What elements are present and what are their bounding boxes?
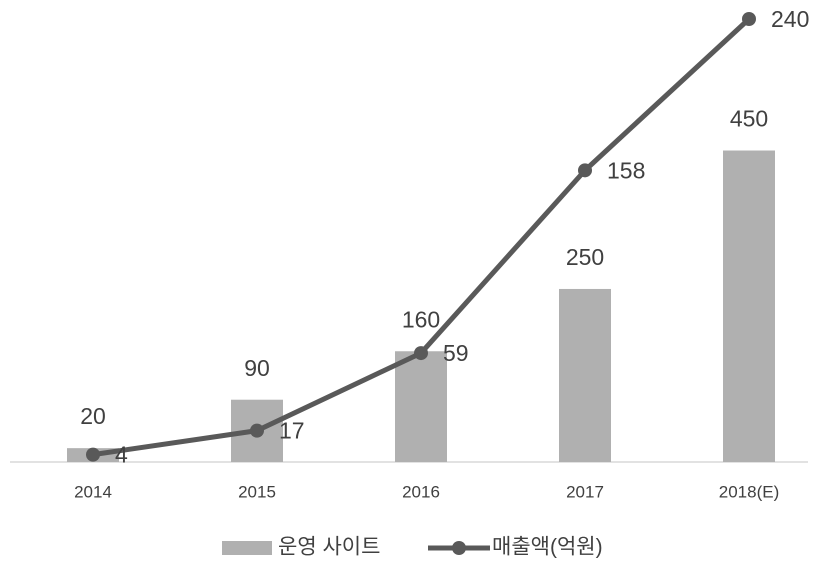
data-label: 240 [771, 6, 809, 32]
line-marker [250, 423, 264, 438]
line-marker [578, 163, 592, 178]
legend-marker [452, 541, 466, 555]
data-label: 450 [730, 106, 768, 132]
legend-swatch [222, 541, 272, 555]
data-label: 160 [402, 306, 440, 332]
legend-label: 매출액(억원) [492, 536, 603, 559]
bar [395, 351, 447, 462]
bar [559, 288, 611, 462]
legend-label: 운영 사이트 [278, 536, 380, 559]
line-marker [742, 12, 756, 26]
data-label: 158 [607, 157, 645, 183]
x-tick-label: 2015 [238, 482, 276, 501]
bar [723, 150, 775, 462]
x-tick-label: 2016 [402, 482, 440, 501]
data-label: 59 [443, 340, 469, 366]
data-label: 250 [566, 244, 604, 270]
data-label: 17 [279, 418, 305, 444]
x-tick-label: 2018(E) [719, 482, 779, 501]
x-tick-label: 2017 [566, 482, 604, 501]
data-label: 4 [115, 442, 128, 468]
line-marker [86, 447, 100, 462]
data-label: 20 [80, 403, 106, 429]
line-marker [414, 346, 428, 361]
x-tick-label: 2014 [74, 482, 112, 501]
data-label: 90 [244, 355, 270, 381]
